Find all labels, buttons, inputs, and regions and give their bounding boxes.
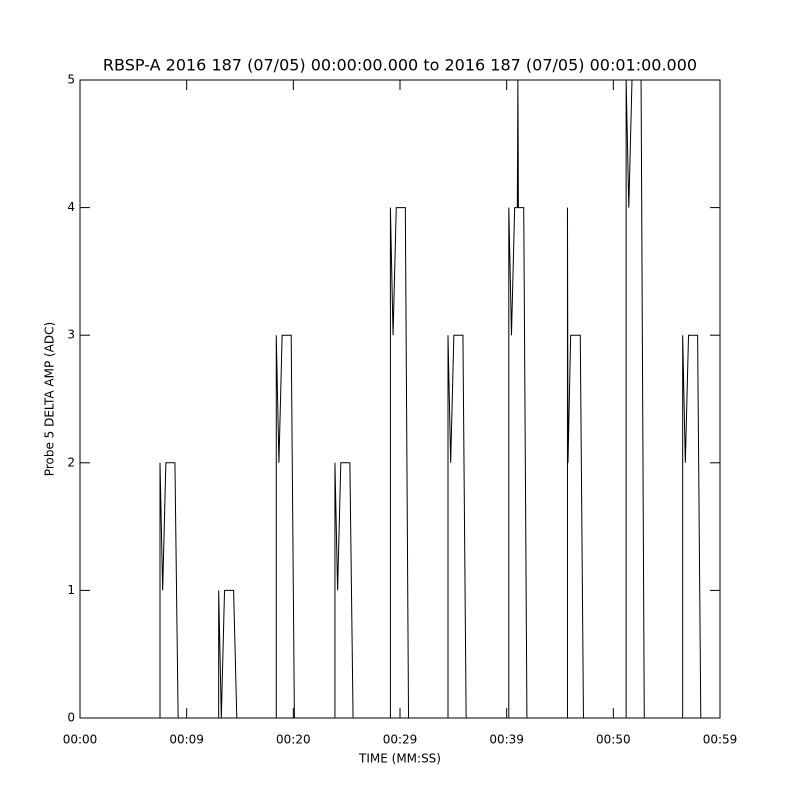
data-line (80, 79, 702, 719)
x-tick-label: 00:50 (596, 733, 631, 747)
x-tick-label: 00:09 (169, 733, 204, 747)
x-tick-label: 00:29 (383, 733, 418, 747)
y-tick-label: 1 (67, 583, 75, 597)
y-tick-label: 4 (67, 200, 75, 214)
y-tick-label: 3 (67, 328, 75, 342)
y-axis-label: Probe 5 DELTA AMP (ADC) (43, 322, 57, 476)
y-tick-label: 0 (67, 711, 75, 725)
y-tick-label: 5 (67, 73, 75, 87)
x-tick-label: 00:59 (703, 733, 738, 747)
plot-frame (79, 79, 721, 719)
x-tick-label: 00:20 (276, 733, 311, 747)
chart-title: RBSP-A 2016 187 (07/05) 00:00:00.000 to … (103, 56, 697, 75)
x-tick-label: 00:39 (489, 733, 524, 747)
x-axis-label: TIME (MM:SS) (358, 752, 441, 766)
y-tick-label: 2 (67, 455, 75, 469)
x-tick-label: 00:00 (63, 733, 98, 747)
